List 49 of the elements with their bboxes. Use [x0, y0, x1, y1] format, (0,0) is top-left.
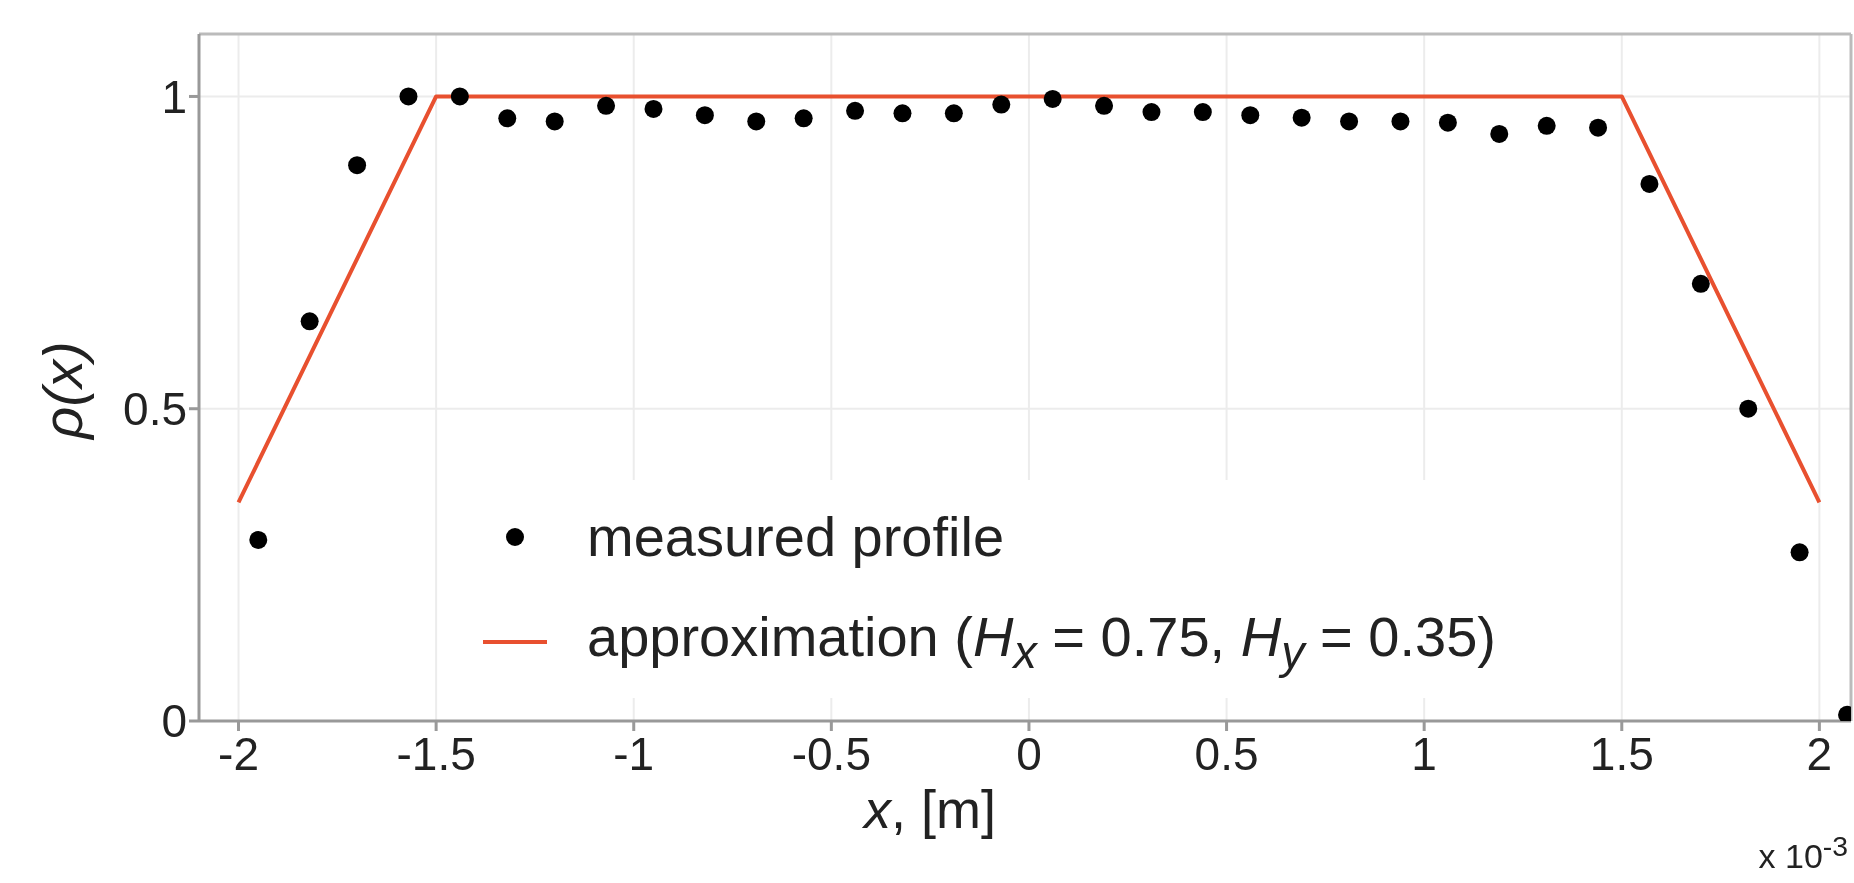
- point: [1640, 174, 1659, 193]
- point: [1739, 399, 1758, 418]
- point: [1241, 106, 1260, 125]
- point: [1537, 116, 1556, 135]
- legend-label: measured profile: [587, 504, 1005, 569]
- point: [846, 101, 865, 120]
- point: [597, 96, 616, 115]
- y-tick-label: 1: [161, 70, 187, 123]
- point: [249, 530, 268, 549]
- point: [300, 312, 319, 331]
- point: [1790, 543, 1809, 562]
- point: [1391, 112, 1410, 131]
- x-tick-label: -1: [613, 727, 655, 780]
- y-tick-label: 0.5: [123, 383, 187, 436]
- legend-label: approximation (H$_{x}$ = 0.75, H$_{y}$ = 0.35): [587, 603, 1496, 680]
- point: [1193, 103, 1212, 122]
- point: [1438, 113, 1457, 132]
- x-tick-label: -0.5: [791, 727, 871, 780]
- text: x 10$^{-3}$: [1758, 830, 1848, 877]
- x-tick-label: 0: [1016, 727, 1042, 780]
- x-tick-label: 0.5: [1194, 727, 1259, 780]
- x-tick-label: 1: [1411, 727, 1437, 780]
- point: [348, 156, 367, 175]
- point: [747, 112, 766, 131]
- y-tick-label: 0: [161, 695, 187, 748]
- point: [644, 99, 663, 118]
- point: [1691, 274, 1710, 293]
- point: [893, 104, 912, 123]
- point: [992, 95, 1011, 114]
- x-tick-label: 2: [1806, 727, 1833, 780]
- point: [1043, 89, 1062, 108]
- x-tick-label: -2: [218, 727, 259, 780]
- point: [1490, 124, 1509, 143]
- point: [498, 109, 517, 128]
- point: [545, 112, 564, 131]
- point: [399, 87, 418, 106]
- point: [794, 109, 813, 128]
- y-axis-title: ρ(x): [29, 341, 95, 439]
- x-tick-label: 1.5: [1589, 727, 1654, 780]
- point: [1095, 96, 1114, 115]
- x-tick-label: -1.5: [396, 727, 476, 780]
- point: [1589, 118, 1608, 137]
- point: [1292, 108, 1311, 127]
- point: [1340, 112, 1359, 131]
- point: [695, 106, 714, 125]
- point: [450, 87, 469, 106]
- point: [944, 104, 963, 123]
- x-axis-title: x, [m]: [864, 778, 996, 840]
- point: [1142, 103, 1161, 122]
